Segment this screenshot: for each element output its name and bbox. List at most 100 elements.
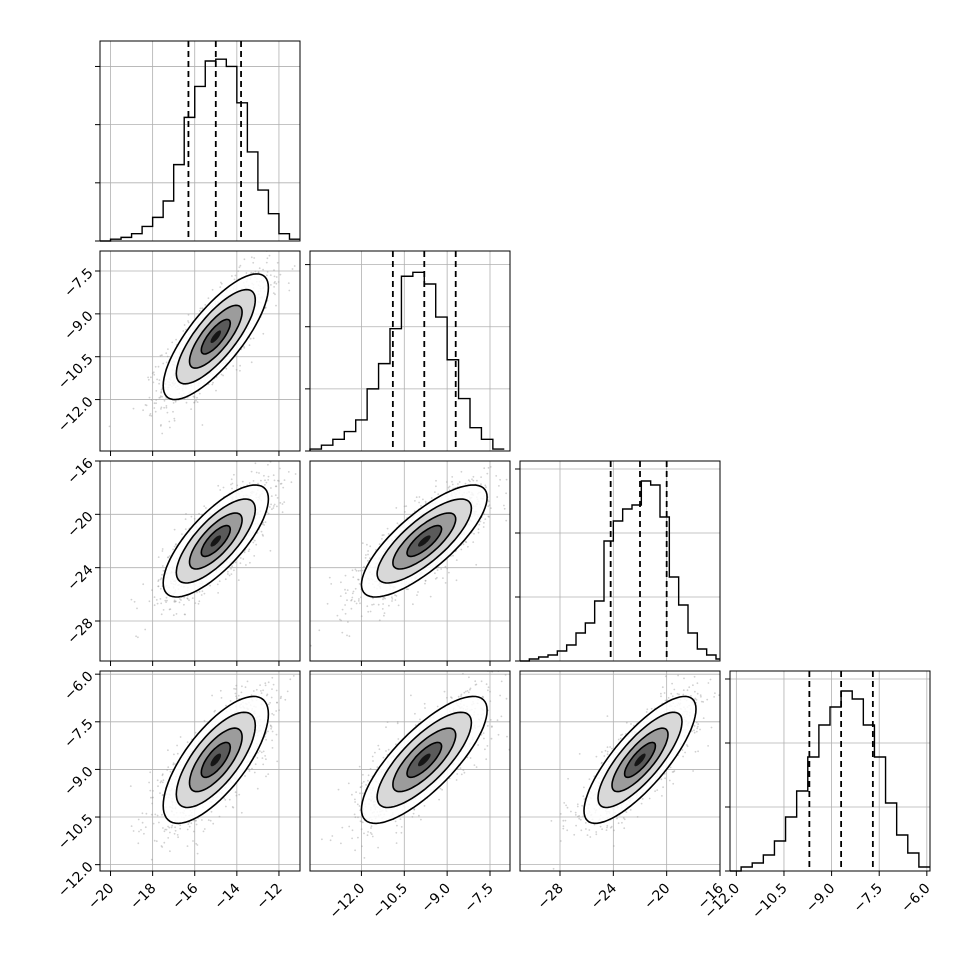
sample-point <box>163 841 166 844</box>
sample-point <box>447 486 450 489</box>
sample-point <box>244 686 247 689</box>
hist-frame <box>519 460 721 662</box>
sample-point <box>264 479 266 482</box>
sample-point <box>162 779 165 782</box>
sample-point <box>201 590 204 593</box>
sample-point <box>179 827 182 830</box>
contour-line-2 <box>188 512 243 570</box>
sample-point <box>269 724 272 727</box>
sample-point <box>159 425 162 427</box>
sample-point <box>160 390 163 393</box>
sample-point <box>405 505 408 507</box>
sample-point <box>262 535 264 537</box>
sample-point <box>220 697 223 699</box>
sample-point <box>262 521 265 524</box>
sample-point <box>395 595 398 597</box>
sample-point <box>451 483 454 486</box>
sample-point <box>237 579 240 581</box>
hist-bar <box>216 59 227 241</box>
sample-point <box>293 265 296 267</box>
sample-point <box>175 613 178 615</box>
sample-point <box>396 522 399 525</box>
sample-point <box>273 275 276 278</box>
sample-point <box>299 249 301 251</box>
sample-point <box>132 407 135 410</box>
sample-point <box>257 271 260 274</box>
sample-point <box>487 500 490 503</box>
y-tick-label: −24 <box>64 562 96 594</box>
sample-point <box>161 550 164 552</box>
hist-frame <box>729 670 931 872</box>
sample-point <box>149 413 152 415</box>
sample-point <box>381 534 384 537</box>
sample-point <box>267 773 270 775</box>
sample-point <box>173 528 176 531</box>
y-tick-label: −7.5 <box>61 265 96 300</box>
contour-line-0 <box>360 484 488 598</box>
sample-point <box>147 376 150 379</box>
hist-bar <box>481 439 492 451</box>
sample-point <box>186 597 189 600</box>
sample-point <box>365 554 367 556</box>
sample-point <box>168 420 171 423</box>
sample-point <box>346 634 348 637</box>
sample-point <box>142 583 145 586</box>
sample-point <box>152 822 155 825</box>
sample-point <box>282 486 285 489</box>
sample-point <box>161 565 164 567</box>
density-level-4 <box>210 535 222 547</box>
sample-point <box>262 332 265 335</box>
sample-point <box>467 479 470 482</box>
hist-bar <box>247 152 258 241</box>
sample-point <box>159 587 162 590</box>
sample-point <box>150 399 153 401</box>
sample-point <box>165 405 168 407</box>
sample-point <box>442 577 444 579</box>
sample-point <box>273 282 276 284</box>
sample-point <box>203 505 206 508</box>
sample-point <box>218 815 221 818</box>
sample-point <box>273 479 276 482</box>
sample-point <box>462 543 465 546</box>
density-panel-p3-vs-p2 <box>309 460 511 666</box>
sample-point <box>252 480 255 482</box>
hist-bar <box>660 517 669 661</box>
sample-point <box>157 579 160 581</box>
sample-point <box>228 574 231 577</box>
sample-point <box>274 485 277 488</box>
sample-point <box>163 399 166 402</box>
sample-point <box>422 498 424 501</box>
sample-point <box>153 402 156 405</box>
sample-point <box>237 270 240 272</box>
sample-point <box>160 613 163 616</box>
sample-point <box>187 823 190 825</box>
sample-point <box>348 635 351 638</box>
sample-point <box>193 396 196 398</box>
hist-bar <box>184 117 195 241</box>
hist-bar <box>774 841 785 871</box>
sample-point <box>270 696 273 699</box>
sample-point <box>161 774 164 777</box>
sample-point <box>161 432 164 435</box>
sample-point <box>269 549 272 552</box>
sample-point <box>222 374 225 377</box>
sample-point <box>136 607 138 610</box>
sample-point <box>164 599 167 602</box>
sample-point <box>391 600 393 602</box>
sample-point <box>198 512 201 515</box>
density-plot-area <box>100 671 300 871</box>
hist-outline <box>730 690 930 872</box>
sample-point <box>245 272 248 274</box>
sample-point <box>166 599 168 602</box>
sample-point <box>278 480 280 482</box>
sample-point <box>155 599 158 601</box>
sample-point <box>153 596 156 598</box>
hist-panel-p4 <box>725 670 931 872</box>
sample-point <box>274 494 277 497</box>
sample-point <box>231 275 233 277</box>
hist-bar <box>268 214 279 241</box>
sample-point <box>154 365 157 368</box>
sample-point <box>148 781 151 784</box>
sample-point <box>434 491 436 493</box>
sample-point <box>378 543 381 545</box>
